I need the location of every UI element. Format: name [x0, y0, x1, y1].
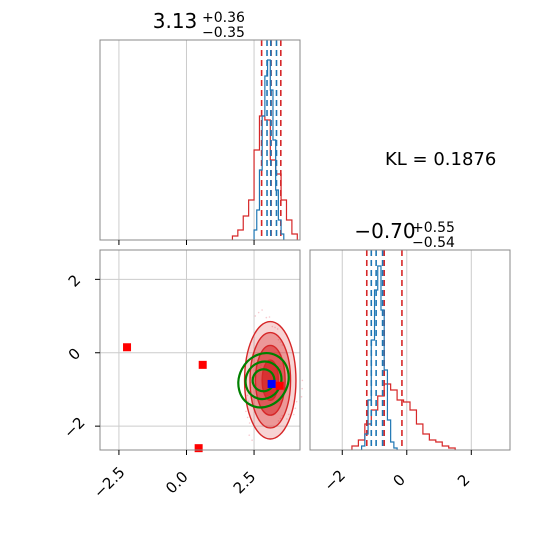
red-marker-2 [194, 444, 203, 453]
scatter-dot [281, 344, 284, 346]
scatter-dot [261, 309, 263, 311]
kl-annotation: KL = 0.1876 [385, 149, 496, 170]
red-marker-3 [275, 381, 284, 390]
title-plus-hist-param2: +0.55 [412, 220, 455, 236]
x-tick-label: −2.5 [90, 463, 128, 501]
axes-frame-hist-param1 [99, 39, 301, 241]
scatter-dot [246, 394, 249, 397]
x-tick-label: 2.5 [230, 468, 260, 498]
scatter-dot [248, 422, 251, 424]
scatter-dot [254, 315, 257, 317]
panel-title-hist-param1: 3.13 [153, 9, 198, 33]
scatter-dot [279, 341, 282, 343]
x-tick-label: 2 [454, 471, 473, 490]
scatter-dot [293, 413, 295, 416]
scatter-dot [245, 410, 247, 413]
hist-series-1 [253, 59, 285, 240]
scatter-dot [265, 316, 268, 319]
title-minus-hist-param1: −0.35 [202, 25, 245, 41]
hist-series-0 [231, 115, 298, 240]
green-contour-0 [237, 352, 290, 409]
blue-marker [267, 379, 276, 388]
scatter-dot [277, 338, 280, 341]
scatter-dot [271, 325, 274, 328]
x-tick-label: −2 [321, 466, 349, 494]
scatter-dot [286, 418, 288, 420]
scatter-dot [276, 328, 279, 330]
scatter-dot [295, 400, 298, 403]
y-tick-label: −2 [60, 413, 88, 441]
y-tick-label: 0 [65, 344, 84, 363]
scatter-dot [301, 387, 303, 390]
scatter-dot [287, 413, 290, 416]
hist-series-1 [361, 265, 398, 450]
y-tick-label: 2 [65, 271, 84, 290]
scatter-dot [301, 379, 304, 382]
scatter-dot [257, 311, 260, 314]
scatter-dot [300, 395, 303, 398]
panel-title-hist-param2: −0.70 [354, 219, 415, 243]
axes-frame-scatter-2d [99, 249, 301, 451]
axes-frame-hist-param2 [309, 249, 511, 451]
x-tick-label: 0.0 [162, 468, 192, 498]
scatter-dot [294, 407, 297, 410]
scatter-dot [268, 316, 271, 318]
scatter-dot [248, 434, 251, 436]
scatter-dot [247, 400, 250, 402]
scatter-dot [279, 417, 282, 420]
red-marker-1 [198, 360, 207, 369]
scatter-dot [251, 439, 253, 441]
title-plus-hist-param1: +0.36 [202, 10, 245, 26]
scatter-dot [274, 326, 276, 329]
scatter-dot [277, 420, 280, 422]
red-marker-0 [123, 343, 132, 352]
title-minus-hist-param2: −0.54 [412, 235, 455, 251]
scatter-dot [281, 414, 284, 417]
scatter-dot [246, 416, 249, 419]
x-tick-label: 0 [389, 471, 408, 490]
